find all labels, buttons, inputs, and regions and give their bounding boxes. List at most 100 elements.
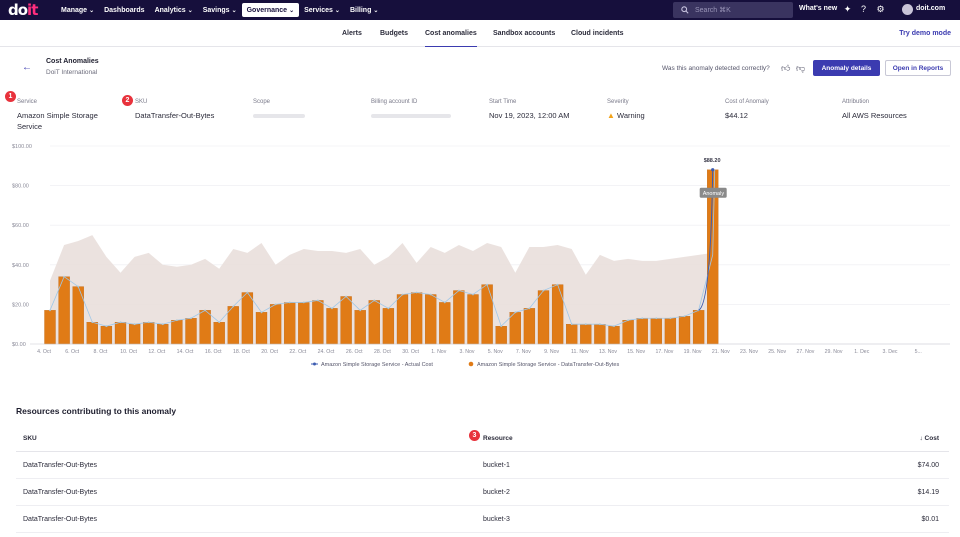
- data-point: [176, 319, 178, 322]
- open-in-reports-button[interactable]: Open in Reports: [885, 60, 951, 76]
- field-cost: Cost of Anomaly $44.12: [725, 99, 769, 121]
- menu-billing[interactable]: Billing ⌄: [345, 5, 383, 16]
- x-tick-label: 7. Nov: [516, 349, 531, 355]
- data-point: [683, 315, 686, 318]
- data-point: [359, 309, 362, 312]
- x-tick-label: 16. Oct: [205, 349, 222, 355]
- anomaly-details-button[interactable]: Anomaly details: [813, 60, 880, 76]
- x-tick-label: 3. Nov: [460, 349, 475, 355]
- menu-dashboards[interactable]: Dashboards: [99, 5, 149, 16]
- field-label: Billing account ID: [371, 99, 418, 105]
- data-point: [288, 301, 291, 304]
- cell-resource: bucket-2: [483, 489, 510, 496]
- y-tick-label: $0.00: [12, 342, 26, 348]
- data-point: [260, 311, 263, 314]
- data-bar: [227, 306, 239, 345]
- data-point: [641, 317, 644, 320]
- y-tick-label: $100.00: [12, 144, 32, 150]
- data-point: [458, 289, 460, 292]
- data-bar: [298, 302, 310, 345]
- data-point: [91, 321, 94, 324]
- account-name[interactable]: doit.com: [916, 5, 946, 12]
- help-icon[interactable]: ?: [860, 4, 866, 14]
- data-bar: [269, 304, 282, 345]
- doit-logo[interactable]: doit: [8, 1, 52, 19]
- menu-label: Services: [304, 6, 333, 14]
- x-tick-label: 4. Oct: [37, 349, 51, 355]
- data-bar: [608, 326, 620, 345]
- tab-budgets[interactable]: Budgets: [380, 30, 408, 37]
- data-bar: [495, 326, 507, 345]
- data-bar: [453, 290, 465, 345]
- data-bar: [425, 294, 437, 345]
- field-attribution: Attribution All AWS Resources: [842, 99, 907, 121]
- column-cost[interactable]: ↓ Cost: [919, 435, 940, 442]
- thumbs-up-icon[interactable]: 👍︎: [781, 63, 791, 73]
- tab-sandbox-accounts[interactable]: Sandbox accounts: [493, 30, 556, 37]
- search-input[interactable]: Search ⌘K: [673, 2, 793, 18]
- redacted-value: [253, 114, 305, 118]
- column-resource[interactable]: Resource: [483, 435, 513, 442]
- data-bar: [128, 324, 141, 345]
- menu-governance[interactable]: Governance ⌄: [241, 3, 300, 17]
- tab-cloud-incidents[interactable]: Cloud incidents: [571, 30, 624, 37]
- field-value: All AWS Resources: [842, 111, 907, 120]
- data-bar: [481, 284, 493, 345]
- data-point: [274, 303, 277, 306]
- try-demo-mode-link[interactable]: Try demo mode: [899, 30, 951, 37]
- data-point: [472, 293, 474, 296]
- data-bar: [171, 320, 183, 345]
- field-value: Nov 19, 2023, 12:00 AM: [489, 111, 570, 120]
- whats-new-link[interactable]: What's new: [799, 5, 838, 12]
- top-nav-bar: doit Manage ⌄ Dashboards Analytics ⌄ Savin…: [0, 0, 960, 20]
- menu-label: Analytics: [154, 6, 186, 14]
- sparkle-icon[interactable]: ✦: [843, 4, 852, 14]
- menu-analytics[interactable]: Analytics ⌄: [150, 5, 198, 16]
- redacted-value: [371, 114, 451, 118]
- cell-sku: DataTransfer-Out-Bytes: [23, 516, 98, 523]
- data-bar: [354, 310, 366, 345]
- thumbs-down-icon[interactable]: 👎︎: [796, 63, 806, 73]
- data-bar: [566, 324, 578, 345]
- gear-icon[interactable]: ⚙: [876, 4, 885, 14]
- data-point: [669, 317, 672, 320]
- data-bar: [594, 324, 606, 345]
- menu-services[interactable]: Services ⌄: [299, 5, 345, 16]
- y-tick-label: $20.00: [12, 302, 29, 308]
- cell-resource: bucket-3: [483, 516, 510, 523]
- x-tick-label: 23. Nov: [740, 349, 758, 355]
- governance-tabs: Alerts Budgets Cost anomalies Sandbox ac…: [0, 20, 960, 47]
- data-point: [570, 323, 573, 326]
- cell-cost: $74.00: [917, 462, 939, 469]
- menu-savings[interactable]: Savings ⌄: [198, 5, 242, 16]
- field-label: Scope: [253, 99, 271, 105]
- data-bar: [692, 310, 705, 345]
- data-point: [232, 305, 235, 308]
- peak-point: [711, 168, 715, 172]
- cell-sku: DataTransfer-Out-Bytes: [23, 462, 98, 469]
- x-tick-label: 1. Dec: [854, 349, 869, 355]
- chevron-down-icon: ⌄: [231, 7, 237, 14]
- x-tick-label: 25. Nov: [768, 349, 786, 355]
- tab-cost-anomalies[interactable]: Cost anomalies: [425, 30, 477, 47]
- x-tick-label: 13. Nov: [599, 349, 617, 355]
- column-sku[interactable]: SKU: [23, 435, 37, 442]
- search-icon: [681, 6, 689, 14]
- x-tick-label: 18. Oct: [233, 349, 250, 355]
- data-point: [514, 311, 517, 314]
- logo-accent: it: [27, 1, 38, 19]
- cell-sku: DataTransfer-Out-Bytes: [23, 489, 98, 496]
- data-point: [486, 283, 488, 286]
- x-tick-label: 5. Nov: [488, 349, 503, 355]
- x-tick-label: 10. Oct: [120, 349, 137, 355]
- spike-line: [698, 169, 714, 311]
- feedback-question: Was this anomaly detected correctly?: [662, 65, 770, 72]
- data-bar: [213, 322, 225, 345]
- back-arrow-icon[interactable]: ←: [22, 62, 32, 73]
- tab-alerts[interactable]: Alerts: [342, 30, 362, 37]
- avatar[interactable]: [902, 4, 913, 15]
- menu-manage[interactable]: Manage ⌄: [56, 5, 99, 16]
- x-tick-label: 17. Nov: [655, 349, 673, 355]
- table-header: SKU Resource ↓ Cost: [16, 424, 949, 452]
- data-point: [218, 321, 221, 324]
